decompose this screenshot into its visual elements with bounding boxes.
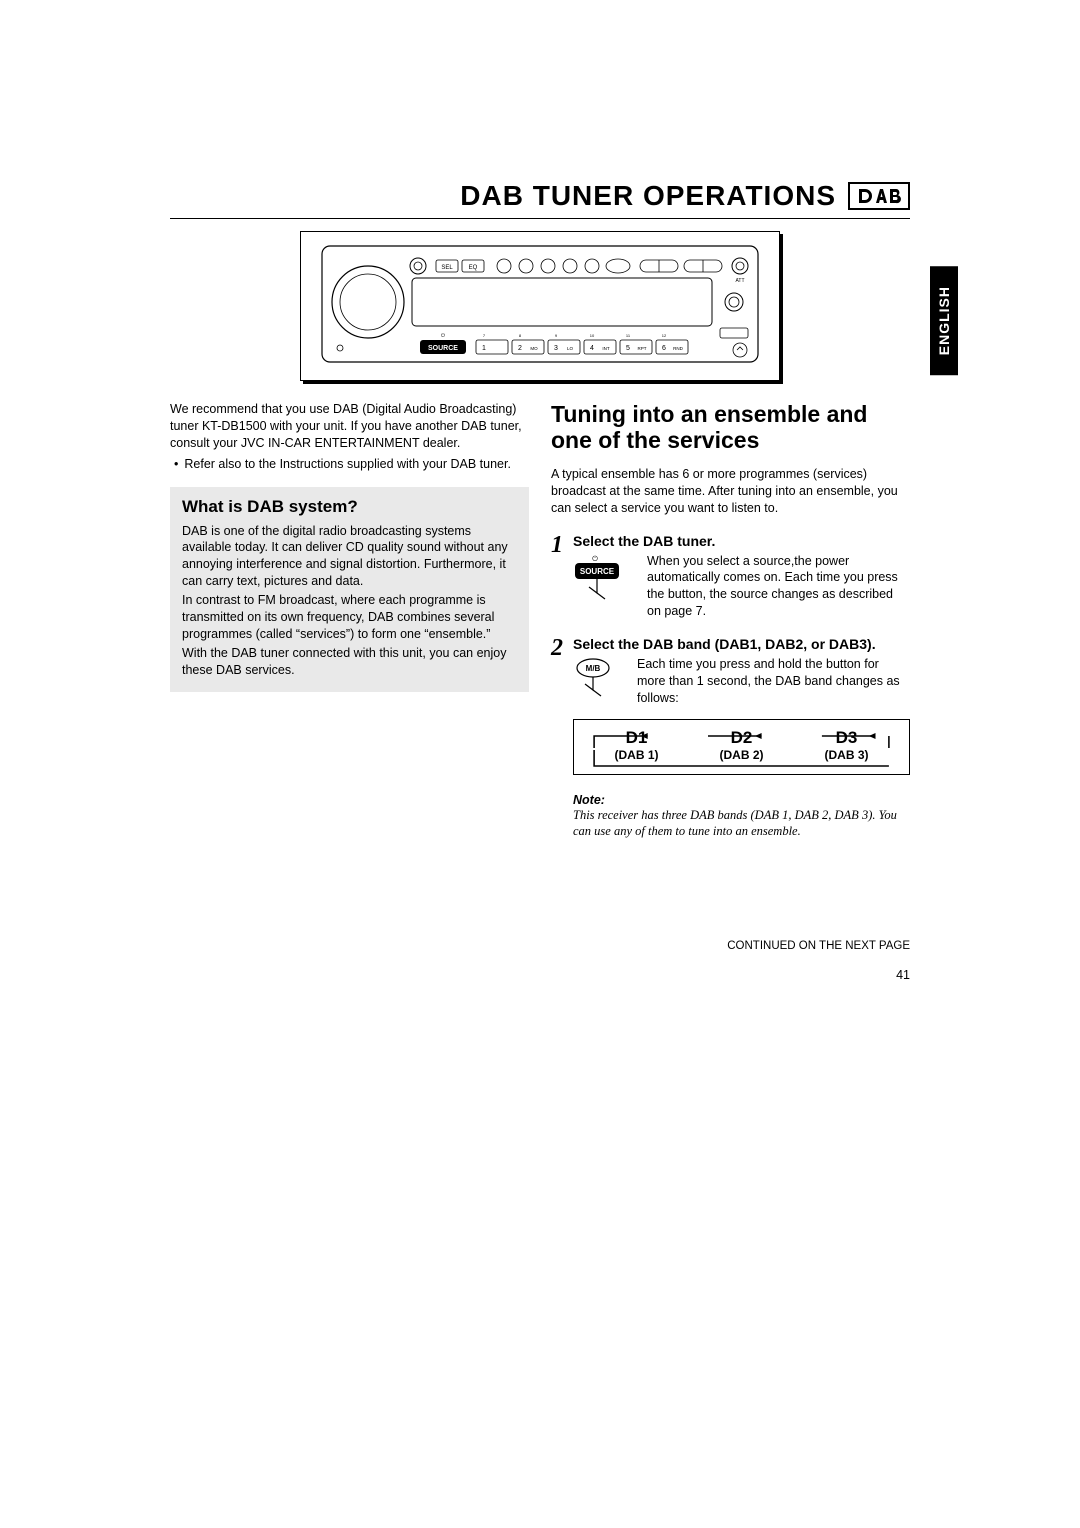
cycle-item: D1 (DAB 1) — [615, 728, 659, 762]
svg-text:SOURCE: SOURCE — [580, 567, 615, 576]
svg-text:10: 10 — [590, 333, 595, 338]
section-heading: Tuning into an ensemble and one of the s… — [551, 401, 910, 454]
language-tab: ENGLISH — [930, 266, 958, 375]
info-box: What is DAB system? DAB is one of the di… — [170, 487, 529, 693]
left-column: We recommend that you use DAB (Digital A… — [170, 401, 529, 840]
info-heading: What is DAB system? — [182, 497, 517, 517]
step-body-text: When you select a source,the power autom… — [647, 553, 910, 621]
step-1: 1 Select the DAB tuner. ⏻ SOURCE — [551, 533, 910, 621]
svg-text:MO: MO — [530, 346, 538, 351]
right-column: Tuning into an ensemble and one of the s… — [551, 401, 910, 840]
band-cycle-diagram: D1 (DAB 1) D2 (DAB 2) D3 (DAB 3) — [573, 719, 910, 775]
svg-text:RPT: RPT — [638, 346, 647, 351]
intro-paragraph: We recommend that you use DAB (Digital A… — [170, 401, 529, 452]
section-intro: A typical ensemble has 6 or more program… — [551, 466, 910, 517]
svg-text:5: 5 — [626, 345, 630, 352]
cycle-item: D2 (DAB 2) — [720, 728, 764, 762]
info-p1: DAB is one of the digital radio broadcas… — [182, 523, 517, 591]
step-title: Select the DAB tuner. — [573, 533, 910, 549]
radio-illustration: ATT SEL EQ — [300, 231, 780, 381]
cycle-item: D3 (DAB 3) — [825, 728, 869, 762]
dab-logo — [848, 182, 910, 210]
svg-text:INT: INT — [602, 346, 610, 351]
note-text: This receiver has three DAB bands (DAB 1… — [573, 807, 910, 840]
bullet-text: Refer also to the Instructions supplied … — [184, 456, 511, 473]
svg-text:⏻: ⏻ — [592, 555, 598, 563]
bullet-dot: • — [174, 456, 178, 473]
info-p2: In contrast to FM broadcast, where each … — [182, 592, 517, 643]
info-p3: With the DAB tuner connected with this u… — [182, 645, 517, 679]
mb-button-icon: M/B — [573, 656, 627, 709]
svg-text:4: 4 — [590, 345, 594, 352]
step-title: Select the DAB band (DAB1, DAB2, or DAB3… — [573, 636, 910, 652]
svg-text:SOURCE: SOURCE — [428, 345, 458, 352]
step-2: 2 Select the DAB band (DAB1, DAB2, or DA… — [551, 636, 910, 840]
svg-text:EQ: EQ — [469, 265, 478, 271]
page-title: DAB TUNER OPERATIONS — [460, 180, 836, 212]
svg-text:3: 3 — [554, 345, 558, 352]
svg-text:2: 2 — [518, 345, 522, 352]
svg-text:ATT: ATT — [735, 278, 744, 284]
svg-text:RND: RND — [673, 346, 683, 351]
step-body-text: Each time you press and hold the button … — [637, 656, 910, 709]
continued-text: CONTINUED ON THE NEXT PAGE — [170, 940, 910, 952]
title-divider — [170, 218, 910, 219]
step-number: 1 — [551, 533, 563, 621]
svg-text:SEL: SEL — [441, 265, 453, 271]
page-number: 41 — [170, 968, 910, 982]
svg-text:6: 6 — [662, 345, 666, 352]
note-label: Note: — [573, 793, 910, 807]
svg-text:12: 12 — [662, 333, 667, 338]
source-button-icon: ⏻ SOURCE — [573, 553, 637, 621]
svg-text:⏻: ⏻ — [441, 333, 445, 339]
svg-text:LO: LO — [567, 346, 574, 351]
svg-text:1: 1 — [482, 345, 486, 352]
svg-text:M/B: M/B — [586, 664, 601, 673]
step-number: 2 — [551, 636, 563, 840]
